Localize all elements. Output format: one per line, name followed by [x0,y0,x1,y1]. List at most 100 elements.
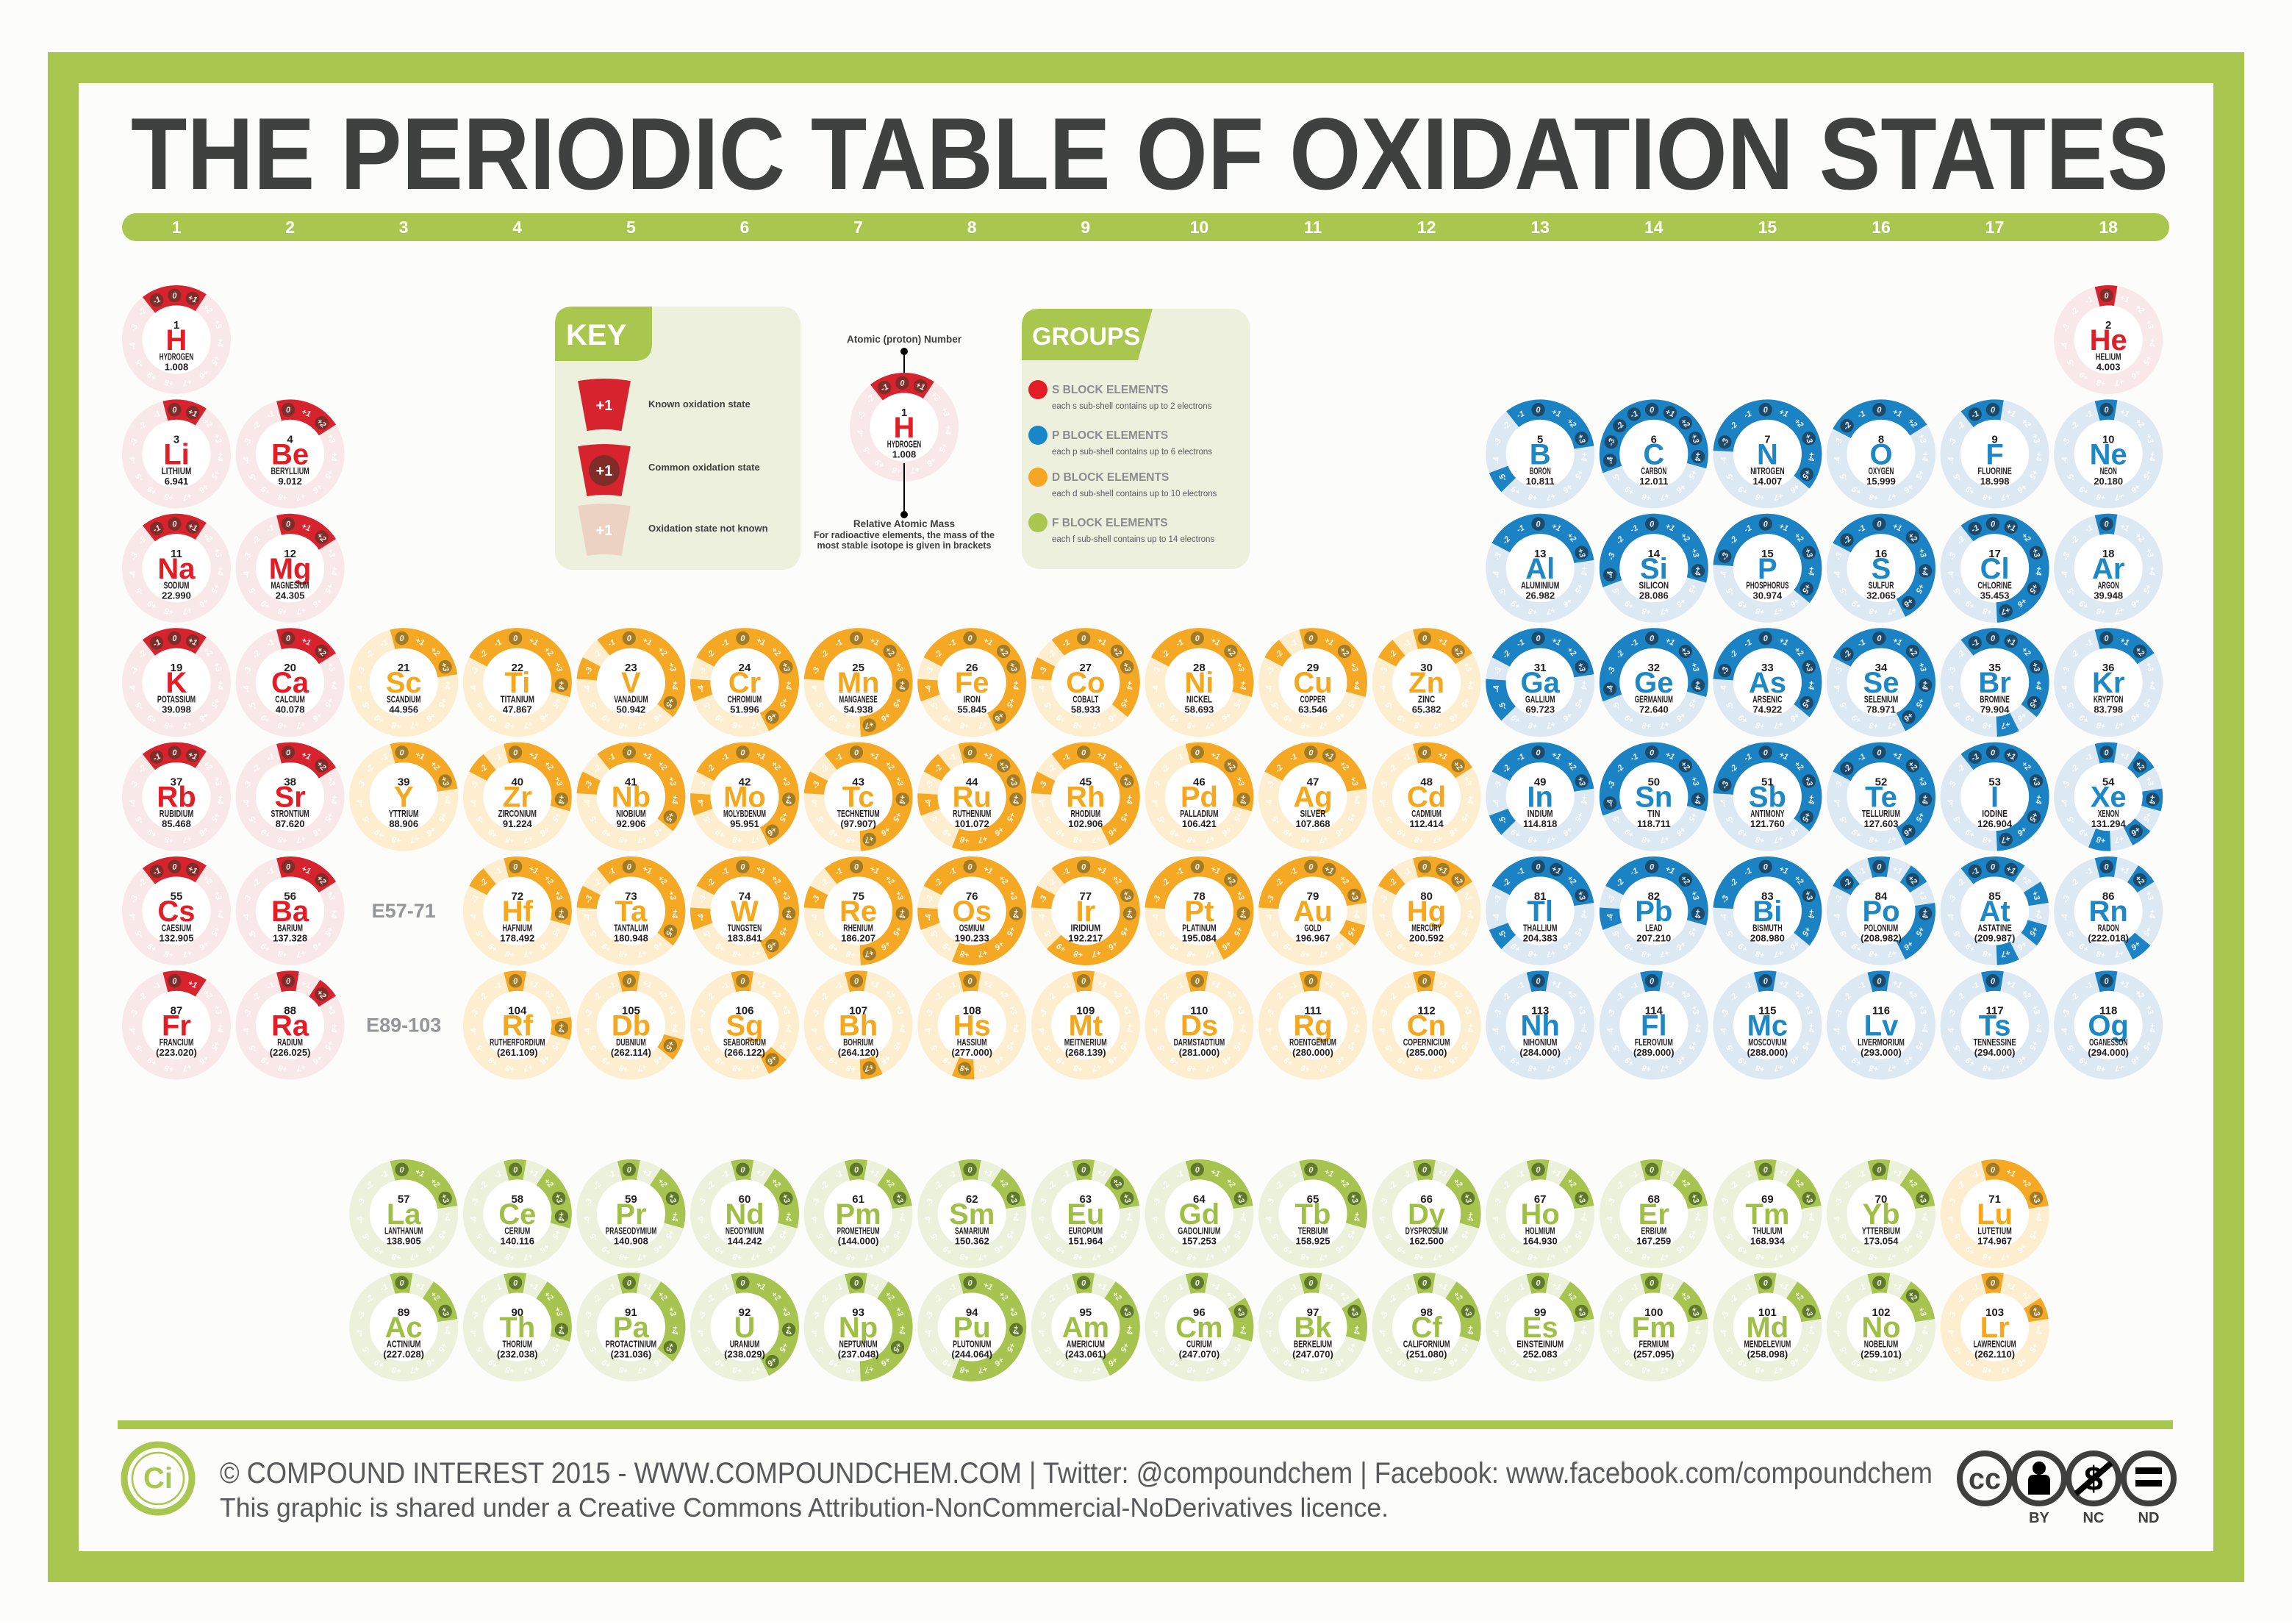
svg-text:Pa: Pa [613,1312,650,1344]
svg-text:(259.101): (259.101) [1861,1349,1902,1360]
svg-text:94: 94 [966,1306,978,1319]
svg-text:OGANESSON: OGANESSON [2089,1037,2127,1048]
svg-text:101.072: 101.072 [955,818,989,829]
svg-text:7: 7 [853,218,863,237]
svg-text:58: 58 [511,1193,523,1206]
svg-text:Kr: Kr [2092,667,2124,699]
svg-text:each d sub-shell contains up t: each d sub-shell contains up to 10 elect… [1052,490,1217,498]
svg-text:N: N [1757,438,1778,471]
svg-text:At: At [1979,895,2010,928]
svg-text:(247.070): (247.070) [1292,1349,1333,1360]
svg-text:39.948: 39.948 [2094,590,2123,601]
svg-text:43: 43 [852,776,864,789]
svg-text:98: 98 [1420,1306,1433,1319]
svg-text:92.906: 92.906 [617,818,646,829]
svg-text:107.868: 107.868 [1296,818,1331,829]
svg-text:GADOLINIUM: GADOLINIUM [1178,1226,1220,1237]
svg-text:14.007: 14.007 [1753,476,1783,487]
svg-text:Known oxidation state: Known oxidation state [648,398,751,409]
svg-text:Tm: Tm [1745,1198,1789,1231]
svg-text:PROMETHEUM: PROMETHEUM [837,1226,880,1237]
svg-text:(294.000): (294.000) [2088,1047,2129,1058]
svg-text:each p sub-shell contains up t: each p sub-shell contains up to 6 electr… [1052,448,1212,457]
svg-text:Po: Po [1862,895,1899,928]
svg-text:NICKEL: NICKEL [1186,695,1212,705]
svg-text:87.620: 87.620 [276,818,305,829]
svg-text:DUBNIUM: DUBNIUM [616,1037,646,1048]
svg-text:3: 3 [399,218,409,237]
svg-text:18: 18 [2099,218,2118,237]
svg-text:PRASEODYMIUM: PRASEODYMIUM [606,1226,657,1237]
svg-text:50: 50 [1647,776,1660,789]
svg-text:CARBON: CARBON [1641,466,1666,476]
svg-text:5: 5 [1537,433,1543,446]
svg-text:(281.000): (281.000) [1179,1047,1220,1058]
svg-text:STRONTIUM: STRONTIUM [271,809,309,819]
svg-text:GROUPS: GROUPS [1032,323,1140,351]
svg-text:40.078: 40.078 [276,704,305,715]
svg-text:© COMPOUND INTEREST 2015 - WWW: © COMPOUND INTEREST 2015 - WWW.COMPOUNDC… [220,1457,1933,1489]
svg-text:La: La [387,1198,421,1231]
svg-text:Eu: Eu [1067,1198,1104,1231]
svg-text:(208.982): (208.982) [1861,933,1902,944]
svg-text:88.906: 88.906 [389,818,418,829]
svg-text:cc: cc [1969,1463,2001,1495]
svg-text:TENNESSINE: TENNESSINE [1974,1037,2016,1048]
svg-text:Sc: Sc [386,667,422,699]
svg-text:CERIUM: CERIUM [504,1226,530,1237]
svg-text:Xe: Xe [2091,781,2127,814]
svg-text:Na: Na [157,553,196,585]
svg-text:Ni: Ni [1184,667,1214,699]
svg-text:ROENTGENIUM: ROENTGENIUM [1289,1037,1336,1048]
svg-text:204.383: 204.383 [1523,933,1558,944]
svg-text:NEODYMIUM: NEODYMIUM [726,1226,764,1237]
svg-text:9: 9 [1991,433,1997,446]
svg-text:14: 14 [1644,218,1664,237]
svg-text:Zr: Zr [503,781,532,814]
svg-text:4: 4 [512,218,522,237]
svg-text:31: 31 [1534,662,1547,674]
svg-text:(247.070): (247.070) [1179,1349,1220,1360]
svg-text:71: 71 [1988,1193,2001,1206]
svg-text:28.086: 28.086 [1639,590,1669,601]
svg-text:(232.038): (232.038) [497,1349,538,1360]
svg-text:H: H [166,324,187,357]
svg-text:LUTETIUM: LUTETIUM [1977,1226,2011,1237]
svg-text:Rg: Rg [1293,1009,1332,1042]
svg-text:ZINC: ZINC [1418,695,1435,705]
svg-text:38: 38 [284,776,296,789]
svg-text:ARGON: ARGON [2098,580,2119,590]
svg-text:ERBIUM: ERBIUM [1641,1226,1666,1237]
svg-text:FLEROVIUM: FLEROVIUM [1635,1037,1673,1048]
svg-text:(209.987): (209.987) [1974,933,2016,944]
svg-text:91: 91 [625,1306,637,1319]
svg-text:(237.048): (237.048) [838,1349,879,1360]
svg-text:SELENIUM: SELENIUM [1864,695,1898,705]
svg-text:Am: Am [1062,1312,1109,1344]
svg-text:Cd: Cd [1407,781,1446,814]
svg-text:12: 12 [1417,218,1436,237]
svg-text:33: 33 [1761,662,1774,674]
svg-text:(277.000): (277.000) [951,1047,992,1058]
svg-text:140.116: 140.116 [501,1236,534,1247]
svg-text:each s sub-shell contains up t: each s sub-shell contains up to 2 electr… [1052,402,1212,411]
svg-text:(258.098): (258.098) [1747,1349,1788,1360]
svg-text:BISMUTH: BISMUTH [1752,923,1783,934]
svg-text:Ca: Ca [271,667,309,699]
svg-text:112: 112 [1417,1004,1435,1017]
svg-text:70: 70 [1875,1193,1888,1206]
svg-text:LAWRENCIUM: LAWRENCIUM [1974,1339,2016,1350]
svg-text:(231.036): (231.036) [611,1349,652,1360]
svg-text:21: 21 [398,662,410,674]
svg-text:PROTACTINIUM: PROTACTINIUM [606,1339,657,1350]
svg-text:(144.000): (144.000) [838,1236,879,1247]
svg-text:TANTALUM: TANTALUM [614,923,648,934]
svg-text:YTTERBIUM: YTTERBIUM [1862,1226,1900,1237]
svg-text:19: 19 [171,662,183,674]
svg-text:Pr: Pr [615,1198,646,1231]
svg-text:ACTINIUM: ACTINIUM [387,1339,420,1350]
svg-text:He: He [2090,324,2127,357]
svg-text:51.996: 51.996 [730,704,759,715]
svg-text:61: 61 [852,1193,864,1206]
svg-text:Cs: Cs [157,895,195,928]
